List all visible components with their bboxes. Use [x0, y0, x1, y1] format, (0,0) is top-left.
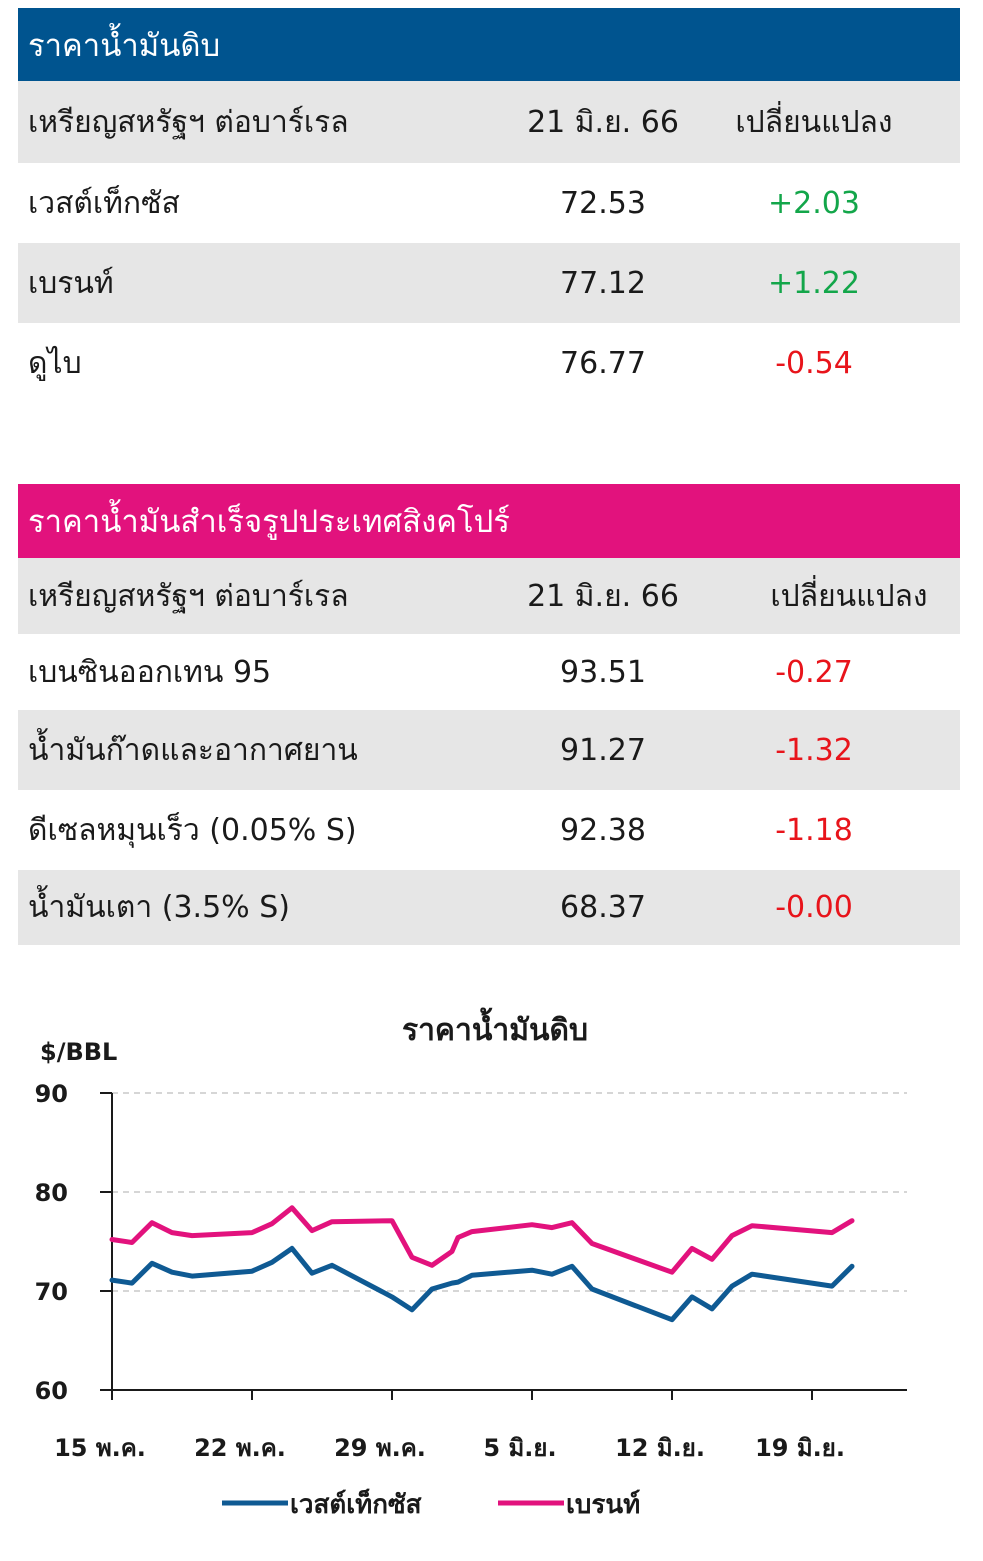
y-tick-label: 60 — [35, 1377, 68, 1405]
x-tick-label: 5 มิ.ย. — [483, 1434, 556, 1462]
table-row: ดูไบ 76.77 -0.54 — [18, 323, 960, 403]
x-tick-label: 29 พ.ค. — [334, 1434, 426, 1462]
crude-col-unit: เหรียญสหรัฐฯ ต่อบาร์เรล — [28, 104, 349, 140]
x-tick-label: 22 พ.ค. — [194, 1434, 286, 1462]
chart-title: ราคาน้ำมันดิบ — [402, 1007, 588, 1048]
x-tick-label: 15 พ.ค. — [54, 1434, 146, 1462]
row-change: -0.54 — [775, 345, 853, 381]
row-name: เบรนท์ — [28, 265, 114, 301]
x-tick-label: 19 มิ.ย. — [755, 1434, 845, 1462]
y-tick-label: 70 — [35, 1278, 68, 1306]
crude-oil-table: ราคาน้ำมันดิบ เหรียญสหรัฐฯ ต่อบาร์เรล 21… — [18, 8, 960, 403]
x-ticks: 15 พ.ค. 22 พ.ค. 29 พ.ค. 5 มิ.ย. 12 มิ.ย. 19 ม… — [54, 1390, 845, 1462]
row-change: -0.00 — [775, 890, 853, 925]
refined-col-date: 21 มิ.ย. 66 — [527, 578, 679, 614]
table-row: เบนซินออกเทน 95 93.51 -0.27 — [18, 634, 960, 710]
crude-col-change: เปลี่ยนแปลง — [735, 104, 893, 140]
row-name: น้ำมันเตา (3.5% S) — [28, 890, 290, 925]
row-change: -1.18 — [775, 812, 853, 848]
series-line-brent — [109, 1205, 855, 1275]
refined-header-row: เหรียญสหรัฐฯ ต่อบาร์เรล 21 มิ.ย. 66 เปลี… — [18, 558, 960, 634]
series-line-wti — [109, 1245, 855, 1323]
row-name: น้ำมันก๊าดและอากาศยาน — [28, 732, 358, 768]
row-change: +1.22 — [768, 265, 860, 301]
legend-label: เวสต์เท็กซัส — [290, 1488, 422, 1520]
table-row: ดีเซลหมุนเร็ว (0.05% S) 92.38 -1.18 — [18, 790, 960, 870]
row-value: 93.51 — [560, 654, 646, 690]
chart-grid — [112, 1092, 907, 1292]
refined-oil-title: ราคาน้ำมันสำเร็จรูปประเทศสิงคโปร์ — [18, 484, 960, 558]
table-row: น้ำมันเตา (3.5% S) 68.37 -0.00 — [18, 870, 960, 945]
row-change: +2.03 — [768, 185, 860, 221]
row-name: ดูไบ — [28, 345, 82, 381]
row-value: 92.38 — [560, 812, 646, 848]
row-change: -1.32 — [775, 732, 853, 768]
row-change: -0.27 — [775, 654, 853, 690]
chart-series — [109, 1205, 855, 1323]
row-value: 91.27 — [560, 732, 646, 768]
y-tick-label: 90 — [35, 1080, 68, 1108]
crude-header-row: เหรียญสหรัฐฯ ต่อบาร์เรล 21 มิ.ย. 66 เปลี… — [18, 81, 960, 163]
row-name: เวสต์เท็กซัส — [28, 185, 180, 221]
row-value: 72.53 — [560, 185, 646, 221]
crude-oil-title: ราคาน้ำมันดิบ — [18, 8, 960, 81]
row-name: เบนซินออกเทน 95 — [28, 654, 272, 690]
table-row: น้ำมันก๊าดและอากาศยาน 91.27 -1.32 — [18, 710, 960, 790]
refined-oil-table: ราคาน้ำมันสำเร็จรูปประเทศสิงคโปร์ เหรียญ… — [18, 484, 960, 945]
chart-axes — [111, 1093, 907, 1391]
row-value: 76.77 — [560, 345, 646, 381]
y-tick-label: 80 — [35, 1179, 68, 1207]
y-axis-label: $/BBL — [40, 1038, 117, 1066]
crude-col-date: 21 มิ.ย. 66 — [527, 104, 679, 140]
table-row: เบรนท์ 77.12 +1.22 — [18, 243, 960, 323]
table-row: เวสต์เท็กซัส 72.53 +2.03 — [18, 163, 960, 243]
legend-label: เบรนท์ — [566, 1489, 640, 1520]
row-value: 77.12 — [560, 265, 646, 301]
refined-col-unit: เหรียญสหรัฐฯ ต่อบาร์เรล — [28, 578, 349, 614]
crude-oil-price-chart: ราคาน้ำมันดิบ $/BBL 60 70 80 90 15 พ.ค. 22 พ… — [35, 1007, 907, 1520]
row-value: 68.37 — [560, 890, 646, 925]
row-name: ดีเซลหมุนเร็ว (0.05% S) — [28, 812, 357, 848]
y-ticks: 60 70 80 90 — [35, 1080, 112, 1405]
x-tick-label: 12 มิ.ย. — [615, 1434, 705, 1462]
chart-legend: เวสต์เท็กซัส เบรนท์ — [222, 1488, 640, 1520]
refined-col-change: เปลี่ยนแปลง — [770, 578, 928, 614]
